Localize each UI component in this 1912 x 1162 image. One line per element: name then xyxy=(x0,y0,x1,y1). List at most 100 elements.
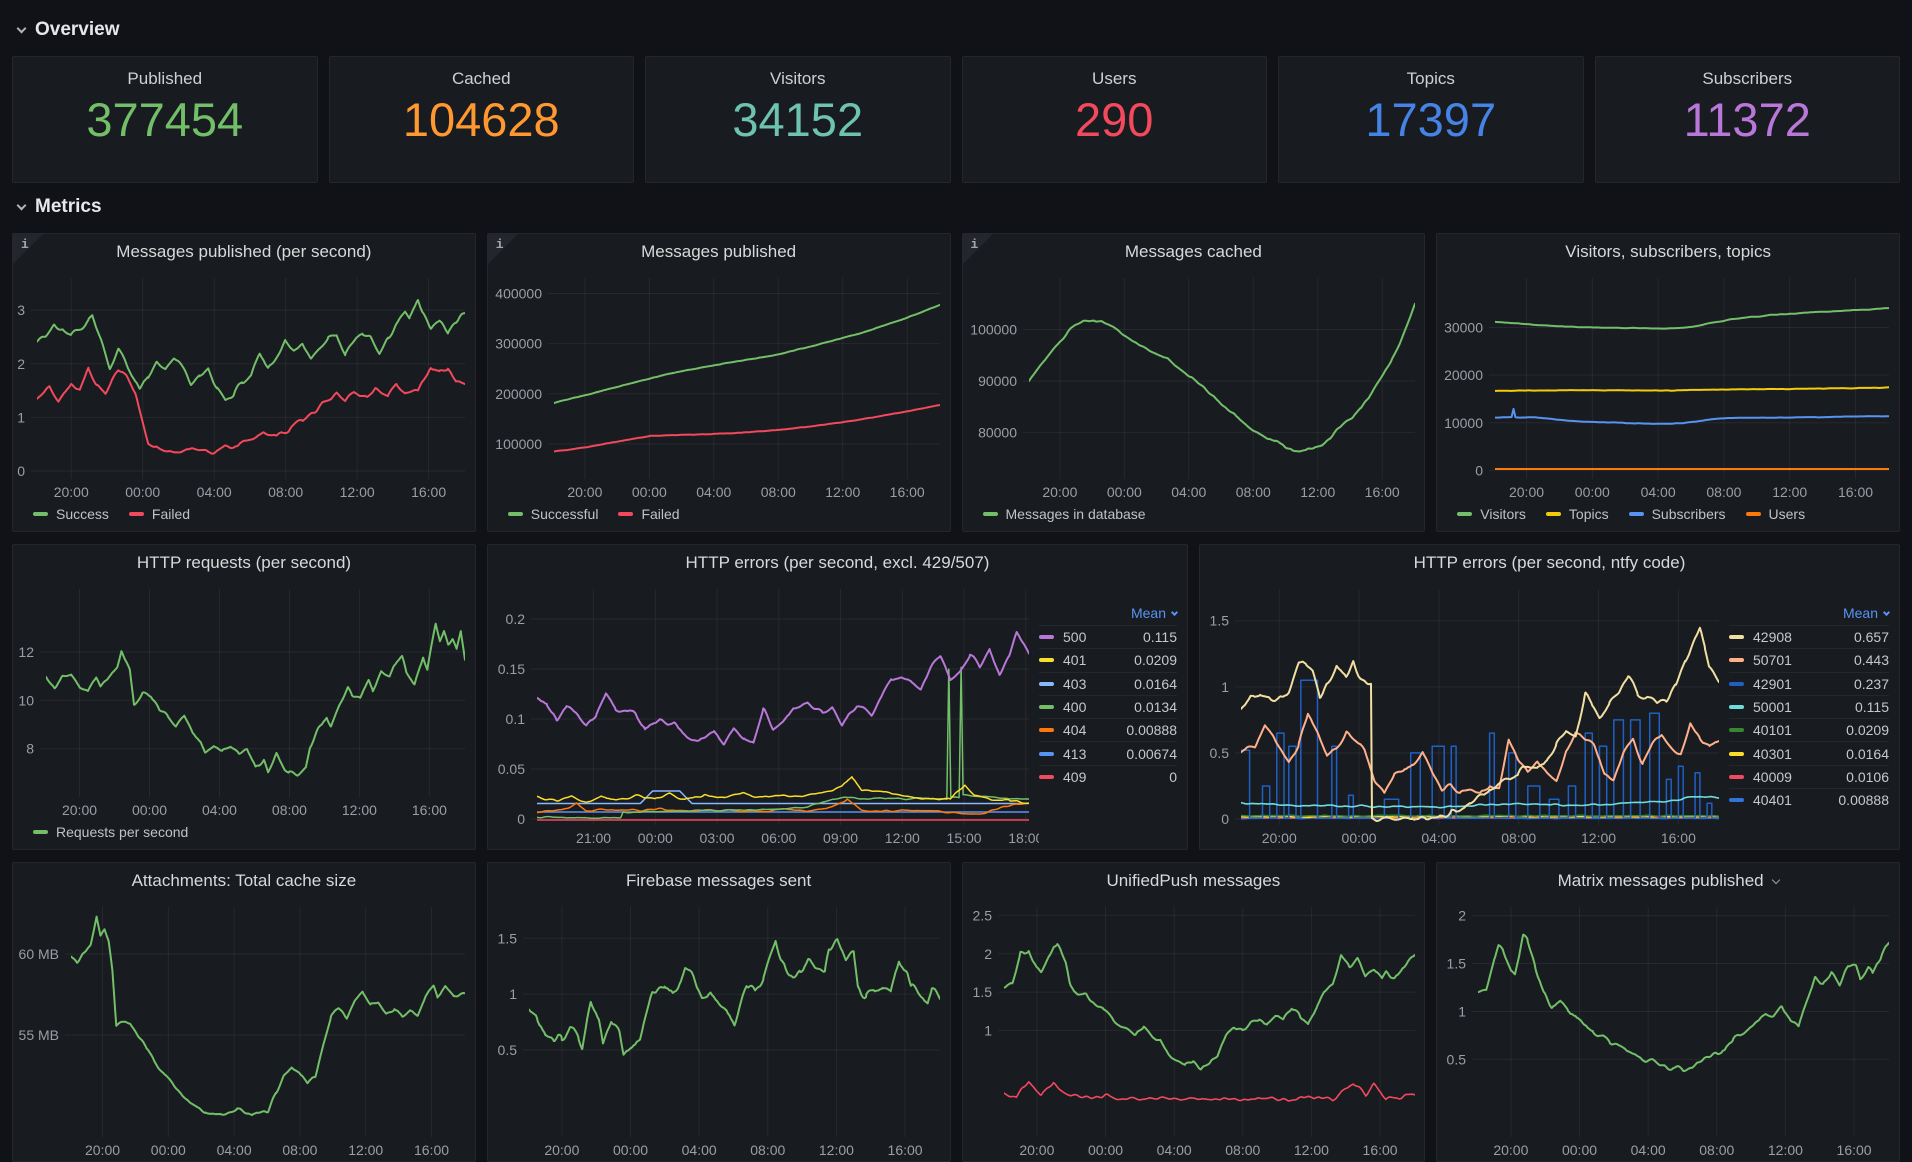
legend-item-40301[interactable]: 40301 0.0164 xyxy=(1729,741,1889,764)
panel-title-text: HTTP requests (per second) xyxy=(136,553,352,572)
chart-svg: 0 1 2 3 20:00 00:00 04:00 08:00 12:00 16:00 xyxy=(17,278,465,500)
svg-text:20:00: 20:00 xyxy=(1494,1142,1529,1158)
legend-label: 40101 xyxy=(1753,722,1792,739)
plot-area-messages-published-rate[interactable]: 0 1 2 3 20:00 00:00 04:00 08:00 12:00 16:00 xyxy=(13,270,475,503)
svg-text:2: 2 xyxy=(17,356,25,372)
stats-row: Published 377454 Cached 104628 Visitors 34152… xyxy=(12,56,1900,183)
legend-item-500[interactable]: 500 0.115 xyxy=(1039,625,1177,648)
plot-area-messages-published[interactable]: 100000 200000 300000 400000 20:00 00:00 04:00 0… xyxy=(488,270,950,503)
chevron-down-icon xyxy=(1882,608,1891,616)
panel-body: 1 1.5 2 2.5 20:00 00:00 04:00 08:00 12:00 16:00 xyxy=(963,899,1425,1161)
stat-panel-topics: Topics 17397 xyxy=(1278,56,1584,183)
chart-panel-http-errors-excl: HTTP errors (per second, excl. 429/507) 0… xyxy=(487,544,1188,850)
plot-area-unifiedpush-messages[interactable]: 1 1.5 2 2.5 20:00 00:00 04:00 08:00 12:00 16:00 xyxy=(963,899,1425,1161)
svg-text:04:00: 04:00 xyxy=(1171,484,1206,500)
legend-swatch xyxy=(1628,512,1644,516)
legend-item-413[interactable]: 413 0.00674 xyxy=(1039,741,1177,764)
legend-item-42901[interactable]: 42901 0.237 xyxy=(1729,671,1889,695)
svg-text:04:00: 04:00 xyxy=(202,802,237,818)
plot-area-firebase-messages[interactable]: 0.5 1 1.5 20:00 00:00 04:00 08:00 12:00 16:00 xyxy=(488,899,950,1161)
svg-text:0.5: 0.5 xyxy=(1210,745,1230,761)
legend-mean-header[interactable]: Mean xyxy=(1039,601,1179,625)
panel-title[interactable]: Matrix messages published xyxy=(1437,863,1899,899)
legend-item-visitors[interactable]: Visitors xyxy=(1457,506,1526,522)
svg-text:12:00: 12:00 xyxy=(1581,830,1616,846)
chart-panel-visitors-subscribers-topics: Visitors, subscribers, topics 0 10000 20000… xyxy=(1436,233,1900,532)
legend-item-subscribers[interactable]: Subscribers xyxy=(1628,506,1726,522)
svg-text:08:00: 08:00 xyxy=(750,1142,785,1158)
chart-svg: 55 MB 60 MB 20:00 00:00 04:00 08:00 12:00 16:00 xyxy=(19,907,465,1158)
stat-title: Subscribers xyxy=(1702,69,1793,88)
legend-mean-header[interactable]: Mean xyxy=(1729,601,1891,625)
svg-text:0: 0 xyxy=(1221,811,1229,827)
legend-item-40401[interactable]: 40401 0.00888 xyxy=(1729,788,1889,811)
plot-area-matrix-messages[interactable]: 0.5 1 1.5 2 20:00 00:00 04:00 08:00 12:00 16:00 xyxy=(1437,899,1899,1161)
svg-text:20000: 20000 xyxy=(1444,367,1483,383)
section-row-metrics[interactable]: Metrics xyxy=(16,193,1900,221)
plot-area-http-errors-excl[interactable]: 0 0.05 0.1 0.15 0.2 21:00 00:00 03:00 06:00 09:00… xyxy=(488,581,1039,849)
panel-title[interactable]: Messages published xyxy=(488,234,950,270)
plot-area-http-errors-ntfy[interactable]: 0 0.5 1 1.5 20:00 00:00 04:00 08:00 12:00 16:00 xyxy=(1200,581,1729,849)
panel-title[interactable]: HTTP errors (per second, ntfy code) xyxy=(1200,545,1899,581)
legend-item-403[interactable]: 403 0.0164 xyxy=(1039,671,1177,695)
svg-text:8: 8 xyxy=(26,741,34,757)
panel-title[interactable]: UnifiedPush messages xyxy=(963,863,1425,899)
panel-title[interactable]: Attachments: Total cache size xyxy=(13,863,475,899)
svg-text:60 MB: 60 MB xyxy=(19,946,59,962)
legend-item-success[interactable]: Success xyxy=(33,506,109,522)
plot-area-attachments-cache[interactable]: 55 MB 60 MB 20:00 00:00 04:00 08:00 12:00 16:00 xyxy=(13,899,475,1161)
legend-item-50701[interactable]: 50701 0.443 xyxy=(1729,648,1889,671)
svg-text:16:00: 16:00 xyxy=(1661,830,1696,846)
legend-item-42908[interactable]: 42908 0.657 xyxy=(1729,625,1889,648)
legend-mean-value: 0.115 xyxy=(1855,699,1889,716)
svg-text:04:00: 04:00 xyxy=(1421,830,1456,846)
legend-item-failed[interactable]: Failed xyxy=(618,506,680,522)
svg-text:06:00: 06:00 xyxy=(761,830,796,846)
svg-text:08:00: 08:00 xyxy=(760,484,795,500)
legend-item-successful[interactable]: Successful xyxy=(507,506,598,522)
info-icon[interactable] xyxy=(962,234,993,264)
info-icon[interactable] xyxy=(487,234,518,264)
legend-mean-value: 0.0164 xyxy=(1846,745,1889,762)
legend-mean-label: Mean xyxy=(1130,605,1166,621)
legend-item-failed[interactable]: Failed xyxy=(128,506,190,522)
panel-title[interactable]: HTTP requests (per second) xyxy=(13,545,475,581)
legend-label: 40009 xyxy=(1753,768,1792,785)
plot-area-visitors-subscribers-topics[interactable]: 0 10000 20000 30000 20:00 00:00 04:00 08:00 12:0… xyxy=(1437,270,1899,503)
legend-item-404[interactable]: 404 0.00888 xyxy=(1039,718,1177,741)
legend-item-400[interactable]: 400 0.0134 xyxy=(1039,694,1177,718)
info-icon[interactable] xyxy=(13,234,43,264)
legend-swatch xyxy=(1039,635,1054,640)
legend-item-401[interactable]: 401 0.0209 xyxy=(1039,648,1177,671)
legend-item-40101[interactable]: 40101 0.0209 xyxy=(1729,718,1889,741)
plot-area-http-requests[interactable]: 8 10 12 20:00 00:00 04:00 08:00 12:00 16:00 xyxy=(13,581,475,821)
legend-item-topics[interactable]: Topics xyxy=(1545,506,1609,522)
legend-item-409[interactable]: 409 0 xyxy=(1039,764,1177,788)
svg-text:3: 3 xyxy=(17,302,25,318)
legend-item-requests-per-second[interactable]: Requests per second xyxy=(33,824,188,840)
section-row-overview[interactable]: Overview xyxy=(16,16,1900,44)
legend-item-50001[interactable]: 50001 0.115 xyxy=(1729,694,1889,718)
legend-swatch xyxy=(1729,635,1744,640)
svg-text:00:00: 00:00 xyxy=(1562,1142,1597,1158)
svg-text:20:00: 20:00 xyxy=(1509,484,1544,500)
plot-area-messages-cached[interactable]: 80000 90000 100000 20:00 00:00 04:00 08:00 12:0… xyxy=(963,270,1425,503)
panel-title[interactable]: Messages cached xyxy=(963,234,1425,270)
panel-body: 80000 90000 100000 20:00 00:00 04:00 08:00 12:0… xyxy=(963,270,1425,503)
svg-text:12:00: 12:00 xyxy=(1772,484,1807,500)
svg-text:12:00: 12:00 xyxy=(1300,484,1335,500)
panel-title[interactable]: Firebase messages sent xyxy=(488,863,950,899)
legend-item-messages-in-database[interactable]: Messages in database xyxy=(982,506,1146,522)
legend-mean-value: 0.00674 xyxy=(1126,745,1177,762)
panel-title[interactable]: Messages published (per second) xyxy=(13,234,475,270)
panel-title[interactable]: HTTP errors (per second, excl. 429/507) xyxy=(488,545,1187,581)
legend-table: Mean 42908 0.657 50701 0.443 42901 0.237 50001 0… xyxy=(1729,581,1899,849)
svg-text:00:00: 00:00 xyxy=(1575,484,1610,500)
legend-item-users[interactable]: Users xyxy=(1745,506,1805,522)
panel-title[interactable]: Visitors, subscribers, topics xyxy=(1437,234,1899,270)
stat-panel-subscribers: Subscribers 11372 xyxy=(1594,56,1900,183)
svg-text:12:00: 12:00 xyxy=(340,484,375,500)
legend-label: Messages in database xyxy=(1005,506,1146,522)
legend-label: 50001 xyxy=(1753,699,1792,716)
legend-item-40009[interactable]: 40009 0.0106 xyxy=(1729,764,1889,788)
